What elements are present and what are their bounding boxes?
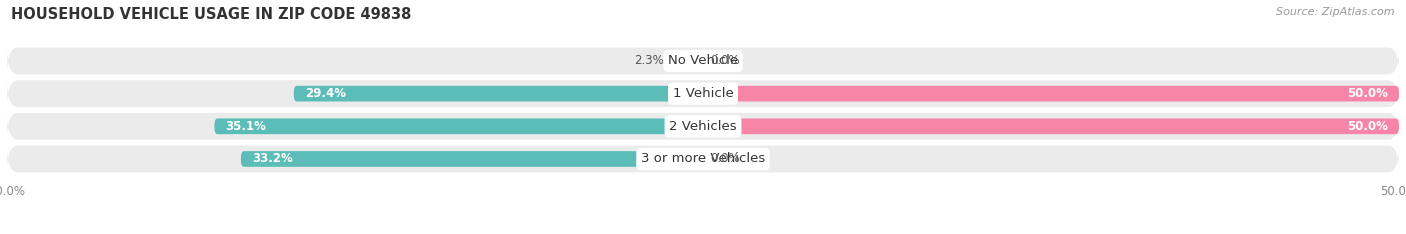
Text: 1 Vehicle: 1 Vehicle (672, 87, 734, 100)
Text: 2 Vehicles: 2 Vehicles (669, 120, 737, 133)
FancyBboxPatch shape (294, 86, 703, 102)
FancyBboxPatch shape (671, 53, 703, 69)
Text: 50.0%: 50.0% (1347, 87, 1388, 100)
Text: 0.0%: 0.0% (710, 153, 740, 165)
FancyBboxPatch shape (7, 48, 1399, 74)
FancyBboxPatch shape (703, 118, 1399, 134)
Text: 0.0%: 0.0% (710, 55, 740, 67)
FancyBboxPatch shape (7, 80, 1399, 107)
FancyBboxPatch shape (215, 118, 703, 134)
Text: HOUSEHOLD VEHICLE USAGE IN ZIP CODE 49838: HOUSEHOLD VEHICLE USAGE IN ZIP CODE 4983… (11, 7, 412, 22)
Text: 35.1%: 35.1% (225, 120, 267, 133)
Text: 50.0%: 50.0% (1347, 120, 1388, 133)
Text: 3 or more Vehicles: 3 or more Vehicles (641, 153, 765, 165)
FancyBboxPatch shape (7, 146, 1399, 172)
Text: 2.3%: 2.3% (634, 55, 664, 67)
FancyBboxPatch shape (703, 86, 1399, 102)
Text: 33.2%: 33.2% (252, 153, 292, 165)
Text: 29.4%: 29.4% (305, 87, 346, 100)
FancyBboxPatch shape (7, 113, 1399, 140)
FancyBboxPatch shape (240, 151, 703, 167)
Text: Source: ZipAtlas.com: Source: ZipAtlas.com (1277, 7, 1395, 17)
Text: No Vehicle: No Vehicle (668, 55, 738, 67)
